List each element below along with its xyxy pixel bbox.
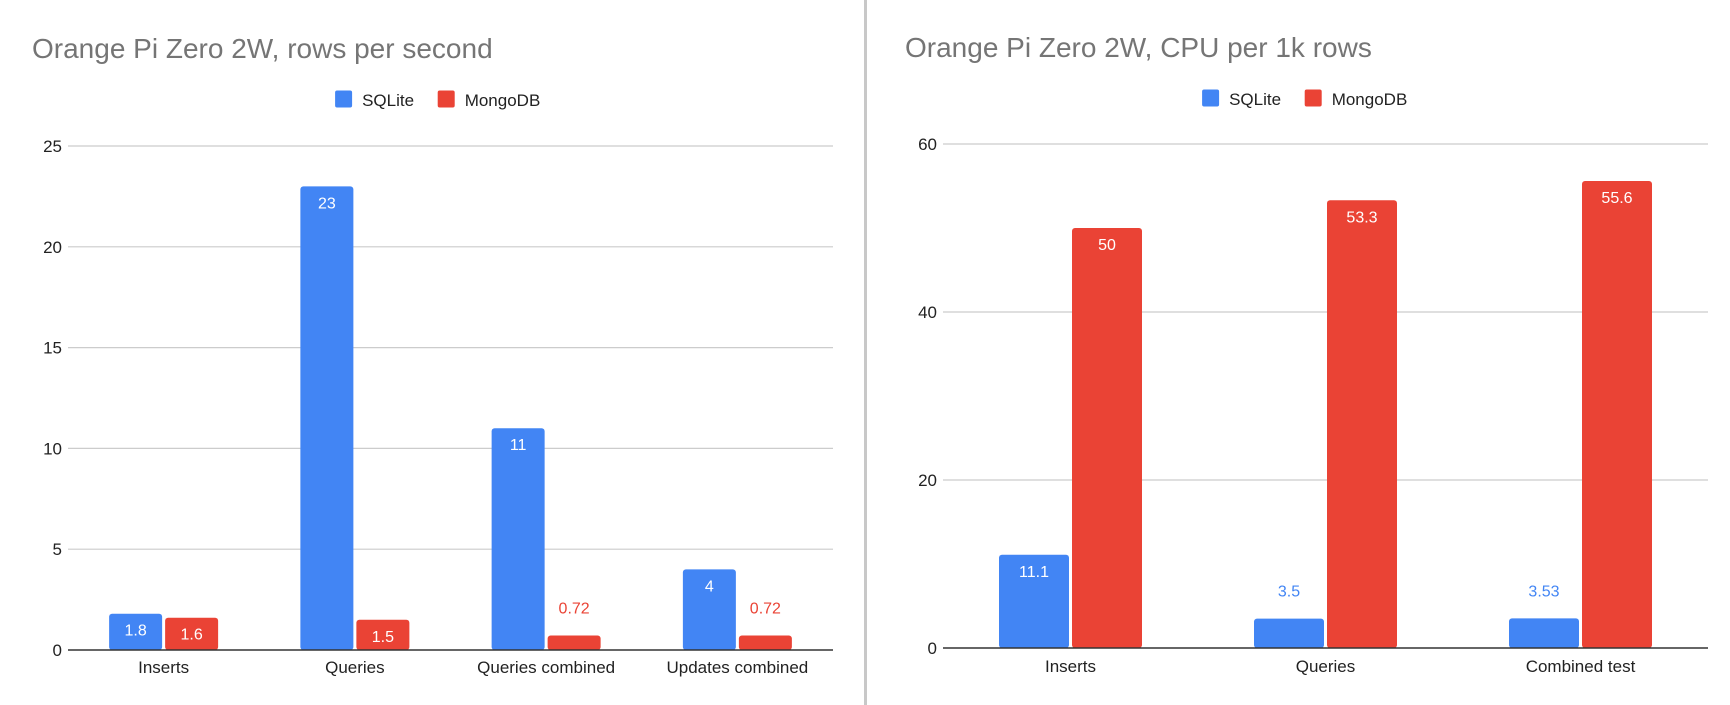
legend-label-mongodb: MongoDB xyxy=(1332,90,1408,109)
bar-sqlite-updates-combined xyxy=(682,569,736,650)
y-tick-label: 0 xyxy=(928,639,937,658)
bar-sqlite-combined-test xyxy=(1509,618,1579,648)
y-tick-label: 0 xyxy=(53,641,62,660)
legend-swatch-sqlite xyxy=(335,90,353,108)
bar-mongodb-queries-combined xyxy=(547,635,601,650)
y-tick-label: 25 xyxy=(43,137,62,156)
x-tick-label: Inserts xyxy=(138,658,189,677)
legend-label-sqlite: SQLite xyxy=(362,91,414,110)
data-label-sqlite-queries: 23 xyxy=(318,195,336,212)
bar-sqlite-inserts xyxy=(999,554,1069,648)
bar-sqlite-inserts xyxy=(109,613,163,650)
bar-mongodb-queries xyxy=(1327,200,1397,648)
legend-swatch-sqlite xyxy=(1202,89,1220,107)
data-label-sqlite-inserts: 1.8 xyxy=(125,623,147,640)
data-label-sqlite-queries: 3.5 xyxy=(1278,584,1300,601)
y-tick-label: 40 xyxy=(918,303,937,322)
x-tick-label: Updates combined xyxy=(666,658,808,677)
y-tick-label: 20 xyxy=(43,238,62,257)
y-tick-label: 5 xyxy=(53,540,62,559)
bar-sqlite-queries-combined xyxy=(491,428,545,650)
y-tick-label: 15 xyxy=(43,339,62,358)
data-label-mongodb-inserts: 1.6 xyxy=(181,627,203,644)
legend-label-mongodb: MongoDB xyxy=(465,91,541,110)
chart-panel-rows-per-second: Orange Pi Zero 2W, rows per second SQLite… xyxy=(0,0,864,705)
bar-mongodb-inserts xyxy=(165,617,219,650)
x-tick-label: Combined test xyxy=(1526,657,1636,676)
bar-mongodb-queries xyxy=(356,619,410,650)
chart-title: Orange Pi Zero 2W, rows per second xyxy=(32,33,493,64)
x-tick-label: Queries xyxy=(1296,657,1356,676)
data-label-mongodb-updates-combined: 0.72 xyxy=(750,600,781,617)
chart-title: Orange Pi Zero 2W, CPU per 1k rows xyxy=(905,32,1372,63)
y-tick-label: 20 xyxy=(918,471,937,490)
chart-panel-cpu-per-1k-rows: Orange Pi Zero 2W, CPU per 1k rows SQLite… xyxy=(867,0,1730,705)
data-label-mongodb-combined-test: 55.6 xyxy=(1601,190,1632,207)
chart-cpu-per-1k-rows: Orange Pi Zero 2W, CPU per 1k rows SQLite… xyxy=(905,32,1708,676)
y-tick-label: 10 xyxy=(43,439,62,458)
legend-swatch-mongodb xyxy=(1304,89,1322,107)
legend-swatch-mongodb xyxy=(437,90,455,108)
data-label-sqlite-combined-test: 3.53 xyxy=(1528,583,1559,600)
chart-rows-per-second: Orange Pi Zero 2W, rows per second SQLite… xyxy=(32,33,833,677)
data-label-sqlite-queries-combined: 11 xyxy=(510,437,527,454)
bar-sqlite-queries xyxy=(1254,618,1324,648)
x-tick-label: Queries combined xyxy=(477,658,615,677)
bar-mongodb-inserts xyxy=(1072,228,1142,648)
data-label-mongodb-inserts: 50 xyxy=(1098,237,1116,254)
panel-divider xyxy=(864,0,867,705)
data-label-mongodb-queries: 53.3 xyxy=(1346,209,1377,226)
legend-label-sqlite: SQLite xyxy=(1229,90,1281,109)
x-tick-label: Inserts xyxy=(1045,657,1096,676)
data-label-sqlite-inserts: 11.1 xyxy=(1019,564,1049,581)
data-label-sqlite-updates-combined: 4 xyxy=(705,578,714,595)
data-label-mongodb-queries: 1.5 xyxy=(372,629,394,646)
data-label-mongodb-queries-combined: 0.72 xyxy=(559,600,590,617)
bar-sqlite-queries xyxy=(300,186,354,650)
bar-mongodb-updates-combined xyxy=(738,635,792,650)
x-tick-label: Queries xyxy=(325,658,385,677)
y-tick-label: 60 xyxy=(918,135,937,154)
bar-mongodb-combined-test xyxy=(1582,180,1652,648)
